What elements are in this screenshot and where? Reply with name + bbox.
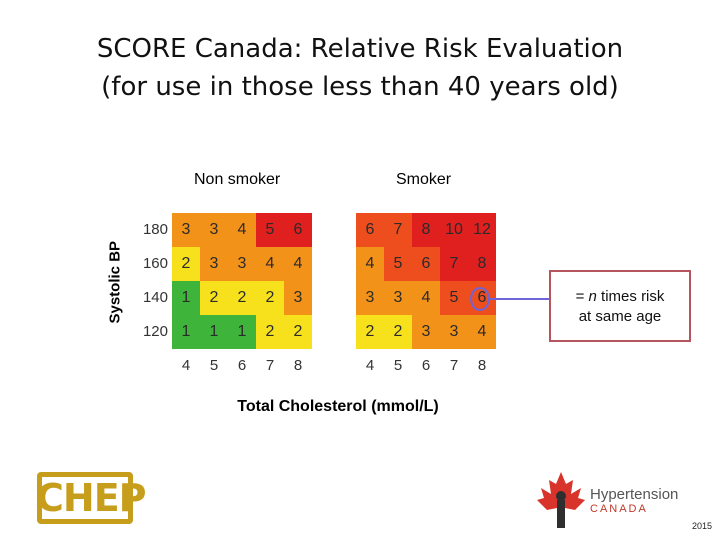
heatmap-cell: 3 (228, 247, 256, 281)
maple-leaf-icon (537, 472, 585, 528)
callout-line-1: = n times risk (575, 288, 665, 305)
heatmap-cell: 8 (412, 213, 440, 247)
column-label: 6 (421, 357, 431, 374)
heatmap-cell: 3 (200, 213, 228, 247)
column-label: 4 (365, 357, 375, 374)
heatmap-cell: 5 (384, 247, 412, 281)
y-axis-label: Systolic BP (106, 240, 124, 324)
hypertension-canada-country: CANADA (590, 503, 648, 515)
heatmap-cell: 3 (200, 247, 228, 281)
heatmap-cell: 4 (228, 213, 256, 247)
heatmap-cell: 5 (440, 281, 468, 315)
column-label: 5 (393, 357, 403, 374)
callout-line-2: at same age (578, 308, 662, 325)
column-label: 6 (237, 357, 247, 374)
callout-connector (490, 298, 550, 300)
highlight-ring (470, 287, 490, 311)
title-line-1: SCORE Canada: Relative Risk Evaluation (96, 34, 624, 64)
heatmap-cell: 2 (172, 247, 200, 281)
heatmap-cell: 4 (284, 247, 312, 281)
heatmap-cell: 6 (356, 213, 384, 247)
column-label: 5 (209, 357, 219, 374)
chep-logo-frame (37, 472, 133, 524)
heatmap-cell: 1 (172, 315, 200, 349)
callout-box: = n times risk at same age (549, 270, 691, 342)
heatmap-cell: 2 (384, 315, 412, 349)
column-label: 8 (293, 357, 303, 374)
heatmap-cell: 2 (228, 281, 256, 315)
hypertension-canada-name: Hypertension (590, 486, 679, 503)
heatmap-cell: 3 (356, 281, 384, 315)
heatmap-cell: 6 (412, 247, 440, 281)
chep-logo: CHEP (36, 476, 147, 520)
heatmap-cell: 4 (412, 281, 440, 315)
heatmap-cell: 8 (468, 247, 496, 281)
heatmap-cell: 2 (256, 315, 284, 349)
row-label: 140 (142, 289, 168, 306)
footer-year: 2015 (691, 521, 712, 531)
heatmap-cell: 4 (356, 247, 384, 281)
heatmap-cell: 2 (256, 281, 284, 315)
heatmap-cell: 1 (200, 315, 228, 349)
column-label: 8 (477, 357, 487, 374)
heatmap-cell: 10 (440, 213, 468, 247)
heatmap-cell: 4 (468, 315, 496, 349)
heatmap-cell: 1 (228, 315, 256, 349)
heatmap-cell: 3 (384, 281, 412, 315)
heatmap-cell: 2 (356, 315, 384, 349)
heatmap-cell: 3 (284, 281, 312, 315)
heatmap-cell: 2 (200, 281, 228, 315)
heatmap-cell: 7 (440, 247, 468, 281)
heatmap-cell: 6 (284, 213, 312, 247)
heatmap-cell: 7 (384, 213, 412, 247)
heatmap-cell: 5 (256, 213, 284, 247)
slide-title: SCORE Canada: Relative Risk Evaluation (… (0, 30, 720, 106)
heatmap-cell: 3 (412, 315, 440, 349)
heatmap-cell: 3 (440, 315, 468, 349)
heatmap-cell: 2 (284, 315, 312, 349)
heatmap-cell: 3 (172, 213, 200, 247)
column-label: 7 (449, 357, 459, 374)
heatmap-cell: 1 (172, 281, 200, 315)
column-label: 7 (265, 357, 275, 374)
panel-label-non-smoker: Non smoker (194, 171, 281, 188)
column-label: 4 (181, 357, 191, 374)
x-axis-label: Total Cholesterol (mmol/L) (237, 398, 439, 415)
heatmap-cell: 4 (256, 247, 284, 281)
row-label: 120 (142, 323, 168, 340)
row-label: 160 (142, 255, 168, 272)
title-line-2: (for use in those less than 40 years old… (101, 72, 619, 102)
row-label: 180 (142, 221, 168, 238)
panel-label-smoker: Smoker (396, 171, 452, 188)
heatmap-cell: 12 (468, 213, 496, 247)
